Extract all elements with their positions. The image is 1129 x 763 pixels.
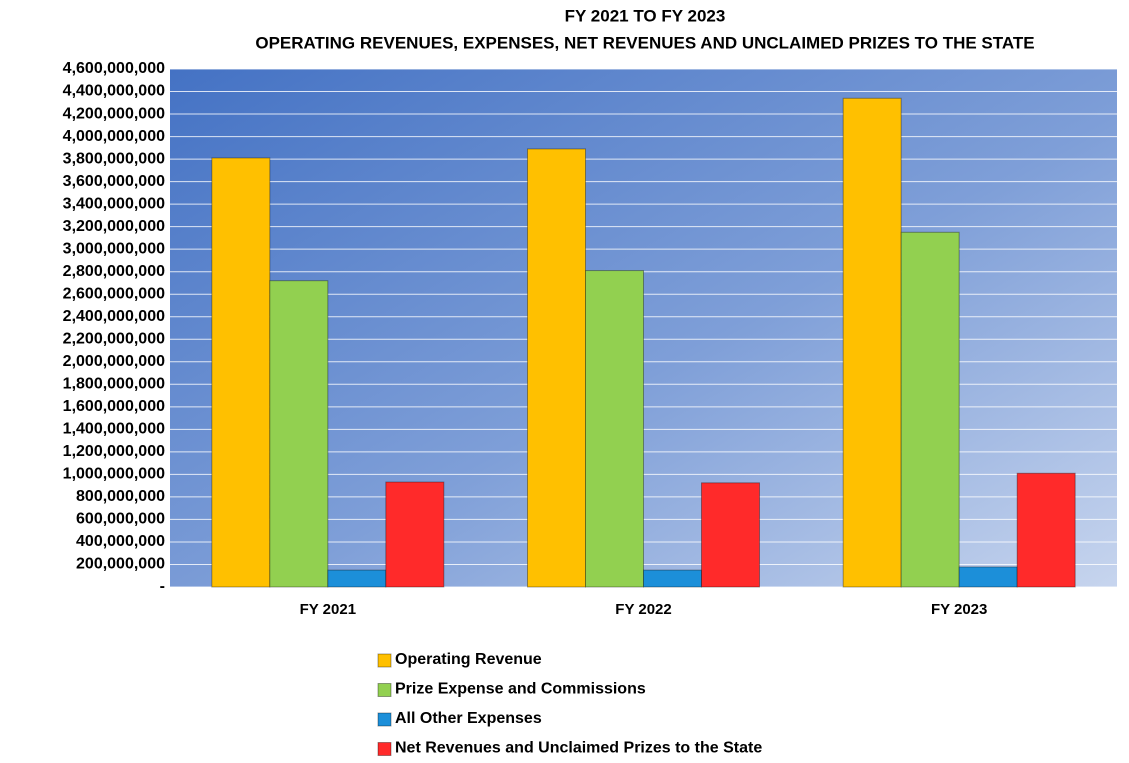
y-tick-label: 3,800,000,000 xyxy=(63,150,165,167)
legend-label: Net Revenues and Unclaimed Prizes to the… xyxy=(395,740,762,757)
x-tick-label: FY 2022 xyxy=(615,601,671,618)
y-tick-label: 400,000,000 xyxy=(76,533,165,550)
y-tick-label: 600,000,000 xyxy=(76,511,165,528)
chart-subtitle: OPERATING REVENUES, EXPENSES, NET REVENU… xyxy=(255,33,1034,52)
bar xyxy=(643,569,702,588)
y-tick-label: 1,200,000,000 xyxy=(63,443,165,460)
bar xyxy=(701,482,760,588)
y-tick-label: 1,800,000,000 xyxy=(63,376,165,393)
bar xyxy=(269,280,329,588)
y-tick-label: - xyxy=(160,578,165,595)
y-tick-label: 800,000,000 xyxy=(76,488,165,505)
bar xyxy=(327,569,387,588)
y-tick-label: 3,400,000,000 xyxy=(63,195,165,212)
legend-swatch xyxy=(377,712,392,727)
bar xyxy=(1016,472,1076,588)
chart-title: FY 2021 TO FY 2023 xyxy=(565,6,726,25)
bar xyxy=(211,157,271,588)
legend-swatch xyxy=(377,683,392,697)
y-tick-label: 200,000,000 xyxy=(76,556,165,573)
y-tick-label: 4,400,000,000 xyxy=(63,83,165,100)
y-tick-label: 4,000,000,000 xyxy=(63,128,165,145)
y-tick-label: 4,200,000,000 xyxy=(63,105,165,122)
y-tick-label: 2,400,000,000 xyxy=(63,308,165,325)
legend-swatch xyxy=(377,742,392,756)
y-tick-label: 3,000,000,000 xyxy=(63,240,165,257)
bar xyxy=(900,231,960,588)
y-tick-label: 1,600,000,000 xyxy=(63,398,165,415)
legend-swatch xyxy=(377,653,392,668)
y-tick-label: 3,600,000,000 xyxy=(63,173,165,190)
x-tick-label: FY 2023 xyxy=(931,601,987,618)
legend-label: All Other Expenses xyxy=(395,710,542,727)
bar xyxy=(958,566,1018,588)
bar xyxy=(527,148,586,588)
y-tick-label: 1,400,000,000 xyxy=(63,421,165,438)
y-tick-label: 2,600,000,000 xyxy=(63,285,165,302)
y-tick-label: 2,200,000,000 xyxy=(63,330,165,347)
y-tick-label: 4,600,000,000 xyxy=(63,60,165,77)
y-tick-label: 2,000,000,000 xyxy=(63,353,165,370)
bar xyxy=(385,481,445,588)
y-tick-label: 3,200,000,000 xyxy=(63,218,165,235)
y-tick-label: 2,800,000,000 xyxy=(63,263,165,280)
y-tick-label: 1,000,000,000 xyxy=(63,466,165,483)
legend-label: Operating Revenue xyxy=(395,651,542,668)
legend-label: Prize Expense and Commissions xyxy=(395,681,646,698)
x-tick-label: FY 2021 xyxy=(300,601,356,618)
bar xyxy=(842,97,902,588)
bar xyxy=(585,270,644,588)
